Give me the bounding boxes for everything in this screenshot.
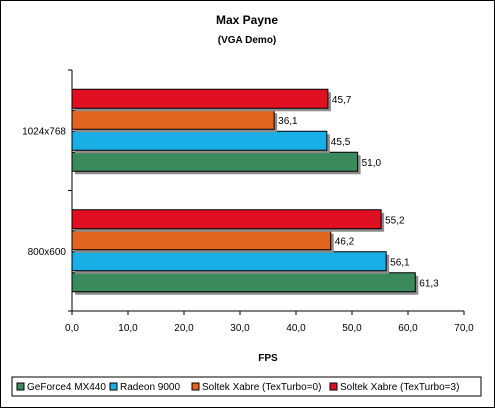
data-label: 56,1 xyxy=(390,257,410,268)
axes-layer: 1024x768 800x600 0,0 10,0 20,0 30,0 40,0 50,0 60… xyxy=(22,69,474,334)
x-tick-label: 10,0 xyxy=(118,323,138,334)
legend-label: Soltek Xabre (TexTurbo=0) xyxy=(202,382,321,393)
legend-swatch xyxy=(329,382,338,391)
x-tick-label: 60,0 xyxy=(398,323,418,334)
category-label: 800x600 xyxy=(28,247,67,258)
x-tick-label: 20,0 xyxy=(174,323,194,334)
legend-swatch xyxy=(16,382,25,391)
data-label: 46,2 xyxy=(335,236,355,247)
legend-swatch xyxy=(109,382,118,391)
bar xyxy=(71,151,359,172)
legend-swatch xyxy=(191,382,200,391)
chart-subtitle: (VGA Demo) xyxy=(218,35,277,46)
bar xyxy=(71,230,332,251)
data-label: 45,7 xyxy=(332,95,352,106)
data-label: 55,2 xyxy=(385,215,405,226)
data-label: 36,1 xyxy=(278,116,298,127)
data-label: 51,0 xyxy=(362,158,382,169)
bar xyxy=(71,272,416,293)
bar xyxy=(71,109,275,130)
legend-label: Soltek Xabre (TexTurbo=3) xyxy=(340,382,459,393)
x-tick-label: 50,0 xyxy=(342,323,362,334)
x-tick-label: 30,0 xyxy=(230,323,250,334)
bar xyxy=(71,209,382,230)
legend-label: Radeon 9000 xyxy=(120,382,180,393)
bar xyxy=(71,88,329,109)
bar xyxy=(71,130,328,151)
legend-label: GeForce4 MX440 xyxy=(27,382,106,393)
data-label: 61,3 xyxy=(419,278,439,289)
category-label: 1024x768 xyxy=(22,126,66,137)
bars-layer: 51,0 45,5 36,1 45,7 61,3 56,1 46,2 55,2 xyxy=(71,88,439,295)
x-tick-label: 40,0 xyxy=(286,323,306,334)
legend: GeForce4 MX440 Radeon 9000 Soltek Xabre (T… xyxy=(16,382,459,393)
legend-box xyxy=(11,376,482,397)
bar xyxy=(71,251,387,272)
data-label: 45,5 xyxy=(331,137,351,148)
chart-title: Max Payne xyxy=(216,13,278,27)
x-axis-label: FPS xyxy=(258,353,278,364)
x-tick-label: 0,0 xyxy=(65,323,79,334)
x-tick-label: 70,0 xyxy=(454,323,474,334)
